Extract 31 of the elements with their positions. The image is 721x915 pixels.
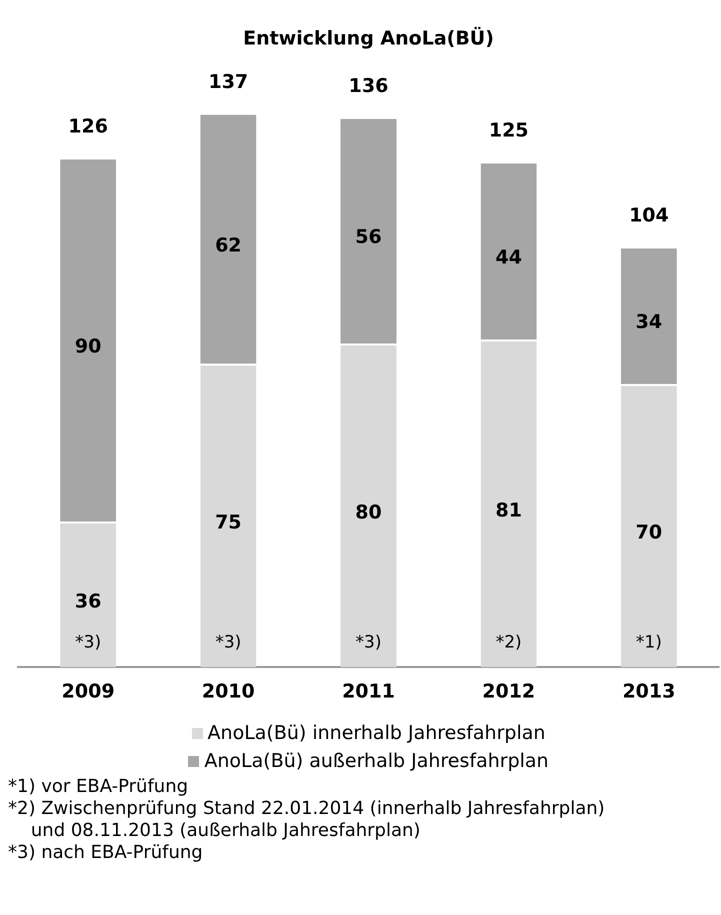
data-label: 62 bbox=[215, 234, 242, 256]
x-tick-label: 2010 bbox=[202, 680, 255, 703]
data-label: 70 bbox=[636, 522, 662, 544]
data-label: 90 bbox=[74, 335, 102, 358]
legend-label: AnoLa(Bü) außerhalb Jahresfahrplan bbox=[204, 750, 549, 772]
data-label: 80 bbox=[355, 501, 382, 524]
total-label: 125 bbox=[488, 119, 529, 142]
text: *3) nach EBA-Prüfung bbox=[8, 842, 203, 863]
x-tick-label: 2012 bbox=[482, 680, 536, 703]
text: *1) vor EBA-Prüfung bbox=[8, 776, 188, 797]
annotation: *3) bbox=[75, 632, 102, 653]
data-label: 56 bbox=[355, 226, 382, 248]
data-label: 44 bbox=[495, 246, 522, 268]
x-tick-label: 2011 bbox=[342, 680, 395, 703]
annotation: *3) bbox=[215, 632, 242, 653]
data-label: 75 bbox=[215, 511, 242, 534]
annotation: *2) bbox=[496, 632, 522, 653]
total-label: 126 bbox=[68, 115, 108, 138]
data-label: 34 bbox=[636, 311, 662, 334]
data-label: 81 bbox=[495, 499, 522, 522]
annotation: *3) bbox=[356, 632, 382, 653]
x-tick-label: 2013 bbox=[622, 680, 676, 703]
total-label: 137 bbox=[208, 70, 248, 93]
x-tick-label: 2009 bbox=[62, 680, 115, 703]
text: *2) Zwischenprüfung Stand 22.01.2014 (innerhalb Jahresfahrplan) und 08.11.2013 (außerhalb Jahresfahrplan) bbox=[8, 798, 605, 841]
data-label: 36 bbox=[74, 590, 102, 612]
legend-label: AnoLa(Bü) innerhalb Jahresfahrplan bbox=[208, 722, 546, 744]
annotation: *1) bbox=[636, 632, 662, 653]
total-label: 104 bbox=[629, 204, 669, 226]
total-label: 136 bbox=[348, 74, 388, 97]
chart-title: Entwicklung AnoLa(BÜ) bbox=[243, 26, 494, 50]
